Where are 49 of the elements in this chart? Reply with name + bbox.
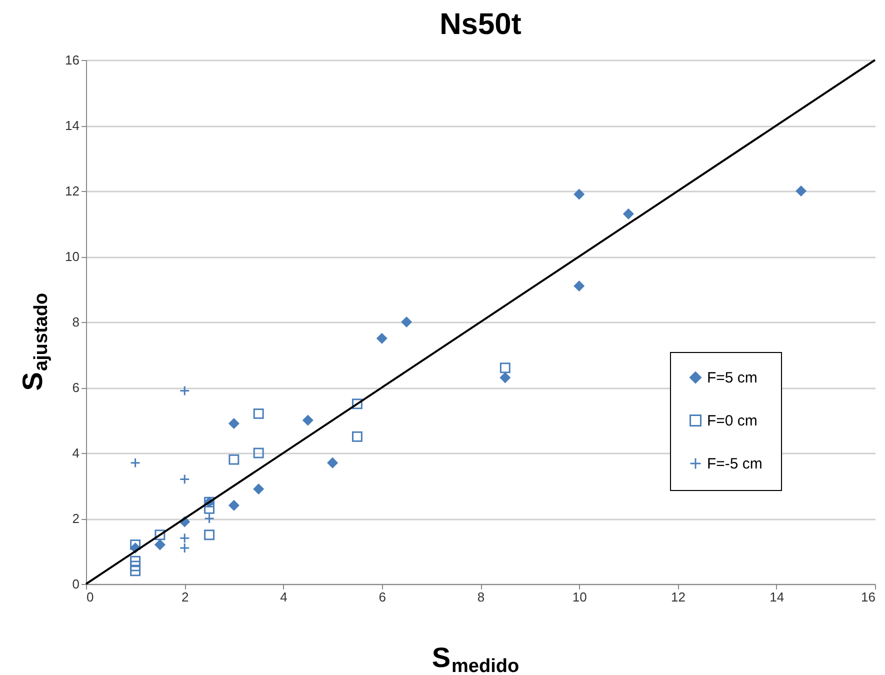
point (253, 408, 264, 419)
point (130, 539, 141, 550)
x-tick-label: 16 (861, 590, 876, 604)
point (376, 333, 388, 344)
point (623, 208, 634, 220)
point (130, 560, 141, 572)
y-tick-label: 10 (65, 249, 80, 264)
point (228, 500, 240, 511)
point (352, 398, 362, 410)
x-tick-label: 2 (182, 590, 189, 604)
point (228, 418, 240, 429)
x-tick-label: 10 (572, 590, 587, 604)
legend-label: F=0 cm (707, 412, 758, 430)
point (130, 556, 141, 566)
x-tick-label: 8 (477, 590, 485, 604)
point (500, 362, 510, 374)
legend-label: F=-5 cm (707, 456, 762, 472)
point (204, 503, 215, 514)
point (574, 280, 584, 292)
point (228, 454, 240, 465)
legend-label: F=5 cm (707, 370, 758, 386)
y-tick-label: 16 (65, 52, 80, 68)
point (796, 186, 806, 196)
y-tick-label: 6 (72, 380, 80, 395)
point (204, 530, 215, 540)
chart-title: Ns50t (440, 8, 522, 41)
point (154, 530, 166, 540)
x-tick-label: 6 (378, 590, 386, 604)
point (130, 566, 141, 576)
y-tick-label: 4 (72, 446, 80, 460)
point (574, 189, 584, 200)
y-tick-label: 12 (65, 184, 80, 198)
point (500, 372, 510, 383)
x-tick-label: 14 (770, 590, 784, 604)
x-tick-label: 0 (86, 590, 94, 604)
point (253, 484, 264, 494)
point (253, 448, 264, 458)
y-axis-title: Sajustado (17, 292, 52, 391)
point (401, 316, 412, 328)
point (327, 458, 338, 468)
y-tick-label: 0 (72, 576, 80, 592)
point (154, 539, 166, 550)
y-tick-label: 2 (72, 511, 80, 526)
point (302, 415, 314, 426)
y-tick-label: 8 (72, 314, 80, 330)
x-tick-label: 4 (280, 590, 288, 604)
point (352, 431, 362, 442)
x-tick-label: 12 (671, 590, 686, 604)
y-tick-label: 14 (65, 118, 80, 133)
